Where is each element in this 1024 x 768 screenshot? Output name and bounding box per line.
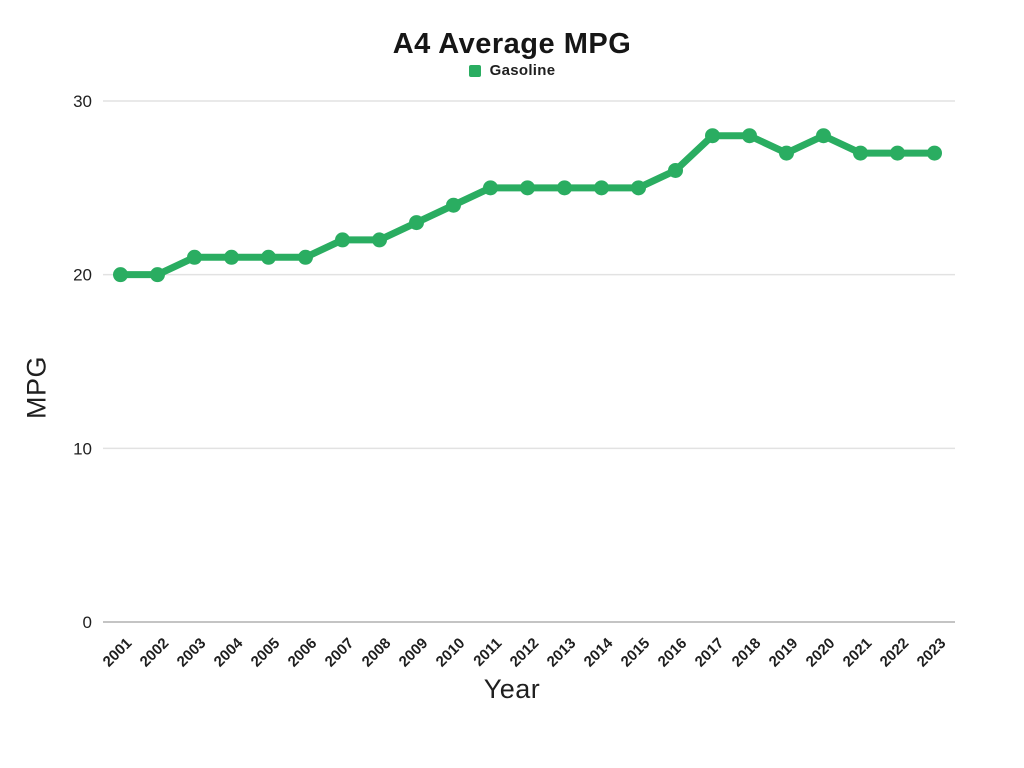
x-tick-label: 2022: [877, 635, 913, 671]
data-point-gasoline-2002: [150, 267, 165, 283]
data-point-gasoline-2013: [557, 180, 572, 196]
y-tick-label: 20: [73, 266, 92, 285]
data-point-gasoline-2021: [853, 145, 868, 161]
x-tick-label: 2005: [248, 635, 284, 671]
x-tick-label: 2019: [766, 635, 802, 671]
x-tick-label: 2023: [914, 635, 950, 671]
data-point-gasoline-2012: [520, 180, 535, 196]
x-tick-label: 2020: [803, 635, 839, 671]
x-tick-label: 2016: [655, 635, 691, 671]
x-tick-label: 2002: [137, 635, 173, 671]
x-tick-label: 2021: [840, 635, 876, 671]
legend: Gasoline: [0, 62, 1024, 79]
data-point-gasoline-2020: [816, 128, 831, 144]
chart-title: A4 Average MPG: [392, 28, 632, 60]
x-tick-label: 2018: [729, 635, 765, 671]
x-tick-label: 2004: [211, 634, 247, 670]
data-point-gasoline-2014: [594, 180, 609, 196]
data-point-gasoline-2005: [261, 249, 276, 265]
data-point-gasoline-2008: [372, 232, 387, 248]
data-point-gasoline-2010: [446, 197, 461, 213]
x-tick-label: 2003: [174, 635, 210, 671]
data-line-gasoline: [117, 132, 938, 279]
x-tick-label: 2012: [507, 635, 543, 671]
x-tick-label: 2015: [618, 635, 654, 671]
data-point-gasoline-2022: [890, 145, 905, 161]
data-point-gasoline-2001: [113, 267, 128, 283]
data-point-gasoline-2016: [668, 162, 683, 178]
x-axis-title: Year: [483, 674, 541, 704]
x-tick-label: 2014: [581, 634, 617, 670]
x-tick-label: 2001: [100, 635, 136, 671]
x-tick-label: 2007: [322, 635, 358, 671]
data-point-gasoline-2009: [409, 215, 424, 231]
x-tick-label: 2009: [396, 635, 432, 671]
data-point-gasoline-2018: [742, 128, 757, 144]
y-tick-label: 10: [73, 439, 92, 458]
data-point-gasoline-2015: [631, 180, 646, 196]
x-tick-label: 2013: [544, 635, 580, 671]
y-tick-label: 0: [83, 613, 92, 632]
x-tick-label: 2017: [692, 635, 728, 671]
data-point-gasoline-2004: [224, 249, 239, 265]
data-point-gasoline-2006: [298, 249, 313, 265]
x-tick-label: 2011: [470, 635, 505, 670]
data-point-gasoline-2003: [187, 249, 202, 265]
x-tick-label: 2008: [359, 635, 395, 671]
x-tick-label: 2010: [433, 635, 469, 671]
data-point-gasoline-2023: [927, 145, 942, 161]
x-tick-label: 2006: [285, 635, 321, 671]
legend-swatch-gasoline: [468, 64, 481, 77]
data-point-gasoline-2007: [335, 232, 350, 248]
data-point-gasoline-2017: [705, 128, 720, 144]
y-tick-label: 30: [73, 92, 92, 111]
data-point-gasoline-2011: [483, 180, 498, 196]
data-point-gasoline-2019: [779, 145, 794, 161]
legend-label-gasoline: Gasoline: [489, 62, 556, 79]
